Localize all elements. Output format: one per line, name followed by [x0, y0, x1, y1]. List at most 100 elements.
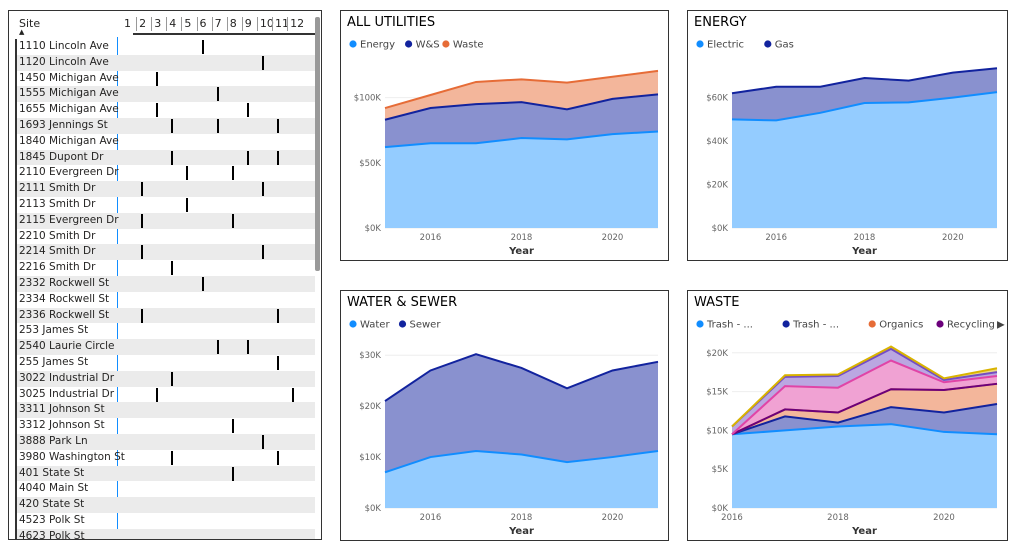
- month-marker-10: [261, 182, 264, 197]
- site-name: 1120 Lincoln Ave: [19, 55, 109, 68]
- line-series-0: [384, 130, 659, 149]
- month-marker-10: [261, 245, 264, 260]
- legend-marker: [398, 320, 407, 328]
- month-marker-2: [141, 245, 144, 260]
- table-row[interactable]: 2334 Rockwell St: [15, 291, 315, 308]
- table-row[interactable]: 1555 Michigan Ave: [15, 86, 315, 103]
- table-row[interactable]: 2210 Smith Dr: [15, 228, 315, 245]
- table-row[interactable]: 2216 Smith Dr: [15, 260, 315, 276]
- month-header-8[interactable]: 8: [229, 17, 237, 30]
- table-row[interactable]: 3980 Washington St: [15, 449, 315, 466]
- month-header-10[interactable]: 10: [259, 17, 274, 30]
- chart-title: WATER & SEWER: [347, 295, 457, 310]
- table-row[interactable]: 420 State St: [15, 497, 315, 513]
- site-name: 255 James St: [19, 356, 89, 368]
- table-row[interactable]: 2214 Smith Dr: [15, 244, 315, 261]
- table-row[interactable]: 2332 Rockwell St: [15, 276, 315, 292]
- table-row[interactable]: 1845 Dupont Dr: [15, 149, 315, 166]
- table-row[interactable]: 1840 Michigan Ave: [15, 133, 315, 150]
- month-header-1[interactable]: 1: [124, 17, 131, 30]
- row-left-bar: [15, 307, 17, 324]
- table-row[interactable]: 3888 Park Ln: [15, 434, 315, 450]
- table-row[interactable]: 253 James St: [15, 323, 315, 340]
- x-tick-label: 2020: [602, 513, 624, 523]
- table-row[interactable]: 1110 Lincoln Ave: [15, 39, 315, 55]
- table-row[interactable]: 2336 Rockwell St: [15, 307, 315, 324]
- month-header-3[interactable]: 3: [154, 17, 162, 30]
- table-row[interactable]: 1693 Jennings St: [15, 118, 315, 134]
- month-marker-10: [261, 55, 264, 70]
- table-row[interactable]: 401 State St: [15, 465, 315, 482]
- table-row[interactable]: 4623 Polk St: [15, 528, 315, 539]
- month-marker-11: [277, 308, 279, 323]
- table-row[interactable]: 1655 Michigan Ave: [15, 102, 315, 118]
- chart-title: WASTE: [694, 295, 739, 310]
- legend-label: W&S: [416, 40, 440, 51]
- y-tick-label: $5K: [712, 465, 729, 475]
- month-marker-8: [231, 419, 234, 434]
- legend-marker: [405, 40, 413, 48]
- y-tick-label: $100K: [354, 94, 382, 104]
- legend-marker: [349, 320, 357, 328]
- month-header-9[interactable]: 9: [244, 17, 252, 30]
- area-series-1: [732, 68, 997, 121]
- month-header-4[interactable]: 4: [169, 17, 177, 30]
- site-name: 1840 Michigan Ave: [19, 134, 119, 147]
- water-sewer-chart: WATER & SEWER Water Sewer $0K $10K $20K $30K 20…: [340, 290, 669, 541]
- table-row[interactable]: 3311 Johnson St: [15, 402, 315, 419]
- table-row[interactable]: 2115 Evergreen Dr: [15, 212, 315, 229]
- row-left-bar: [15, 339, 17, 355]
- y-tick-label: $0K: [365, 504, 382, 514]
- table-row[interactable]: 4523 Polk St: [15, 513, 315, 529]
- table-row[interactable]: 4040 Main St: [15, 481, 315, 498]
- table-row[interactable]: 3312 Johnson St: [15, 418, 315, 434]
- table-row[interactable]: 1120 Lincoln Ave: [15, 54, 315, 71]
- month-marker-11: [277, 450, 279, 465]
- table-row[interactable]: 1450 Michigan Ave: [15, 70, 315, 87]
- month-marker-12: [292, 387, 295, 402]
- legend-label: Sewer: [410, 320, 442, 331]
- table-row[interactable]: 2110 Evergreen Dr: [15, 165, 315, 182]
- legend-marker: [442, 40, 450, 48]
- row-left-bar: [15, 497, 17, 513]
- site-name: 2332 Rockwell St: [19, 277, 110, 289]
- month-header-2[interactable]: 2: [139, 17, 147, 30]
- month-header-7[interactable]: 7: [214, 17, 222, 30]
- site-name: 2115 Evergreen Dr: [19, 213, 119, 226]
- table-row[interactable]: 3025 Industrial Dr: [15, 386, 315, 403]
- legend-marker: [349, 40, 357, 48]
- energy-chart: ENERGY Electric Gas $0K $20K $40K $60K 2016 2018…: [687, 10, 1008, 261]
- table-scrollbar[interactable]: [315, 17, 320, 271]
- month-marker-7: [216, 340, 219, 355]
- month-header-6[interactable]: 6: [199, 17, 207, 30]
- month-header-divider: [226, 17, 228, 31]
- sort-arrow-icon[interactable]: ▲: [19, 28, 25, 36]
- table-row[interactable]: 2540 Laurie Circle: [15, 339, 315, 355]
- y-tick-label: $10K: [359, 453, 381, 463]
- site-name: 3980 Washington St: [19, 450, 125, 463]
- month-header-divider: [256, 17, 258, 31]
- month-marker-9: [246, 103, 249, 118]
- month-header-12[interactable]: 12: [290, 17, 305, 30]
- row-left-bar: [15, 149, 17, 166]
- month-header-5[interactable]: 5: [184, 17, 192, 30]
- row-left-bar: [15, 434, 17, 450]
- site-name: 253 James St: [19, 324, 89, 337]
- legend-marker: [936, 320, 944, 328]
- table-row[interactable]: 2113 Smith Dr: [15, 197, 315, 213]
- y-tick-label: $30K: [359, 351, 381, 361]
- table-row[interactable]: 255 James St: [15, 355, 315, 371]
- site-name: 1655 Michigan Ave: [19, 103, 119, 116]
- site-column-header[interactable]: Site: [19, 17, 41, 30]
- legend-more-icon[interactable]: ▶: [997, 320, 1005, 331]
- chart-title: ALL UTILITIES: [347, 15, 435, 30]
- x-tick-label: 2018: [511, 233, 533, 243]
- table-header: Site ▲ 1 2 3 4 5 6 7 8 9 10 11 12: [9, 11, 315, 36]
- row-left-bar: [15, 197, 17, 213]
- table-row[interactable]: 3022 Industrial Dr: [15, 370, 315, 387]
- month-header-11[interactable]: 11: [275, 17, 289, 30]
- y-tick-label: $10K: [706, 426, 728, 436]
- table-row[interactable]: 2111 Smith Dr: [15, 181, 315, 197]
- row-left-bar: [15, 102, 17, 118]
- site-name: 3022 Industrial Dr: [19, 371, 115, 384]
